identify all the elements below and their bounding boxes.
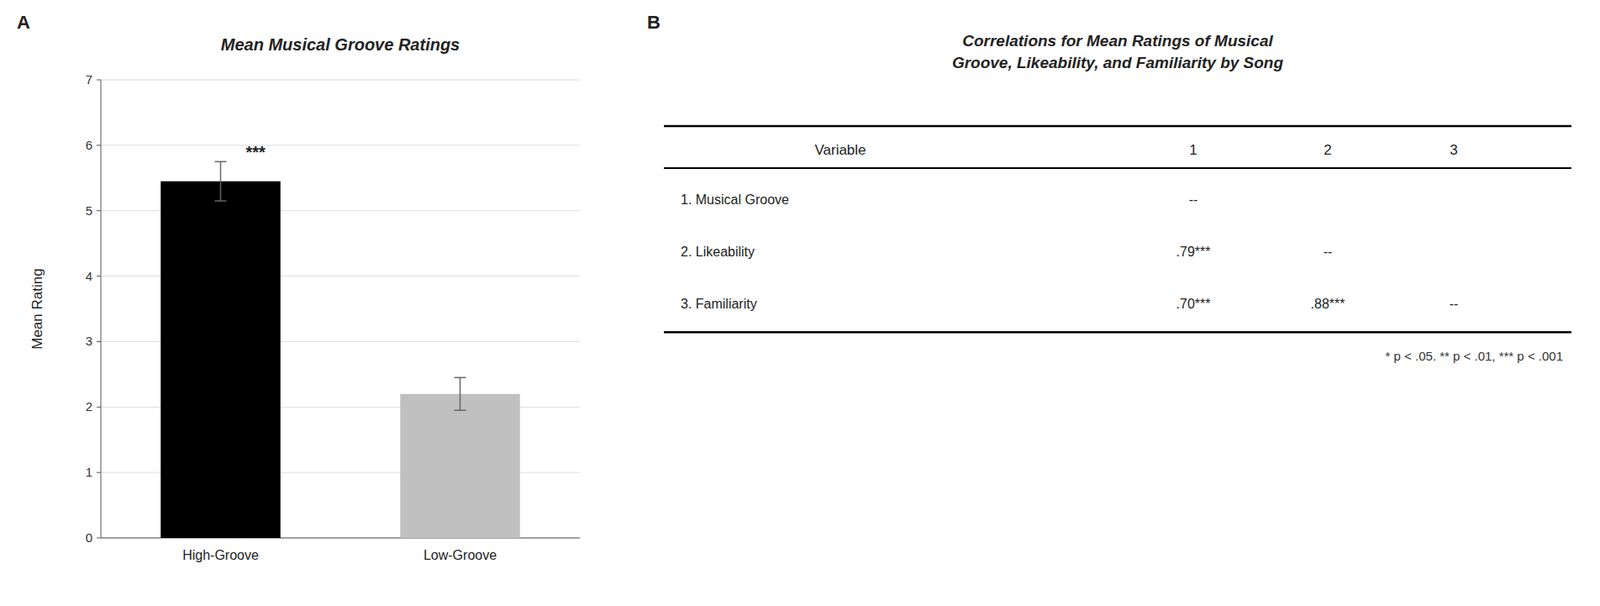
- panel-a: 0 1 2 3 4 5 6 7 Mean Rating High-Groove Low-Groove…: [29, 72, 580, 563]
- tick-mark: [96, 341, 101, 343]
- y-axis-label: Mean Rating: [29, 268, 46, 349]
- panel-label: B: [647, 11, 661, 33]
- table-cell: .70***: [1176, 296, 1211, 311]
- significance-label: ***: [246, 142, 267, 162]
- tick-label: 7: [85, 72, 93, 87]
- table-header: 3: [1449, 142, 1458, 158]
- table-title: Correlations for Mean Ratings of Musical: [962, 31, 1274, 50]
- table-rule: [663, 167, 1572, 169]
- tick-mark: [96, 144, 101, 146]
- tick-mark: [96, 275, 101, 277]
- grid-line: [100, 79, 580, 81]
- table-cell: --: [1449, 296, 1459, 311]
- error-bar: [454, 377, 467, 411]
- panel-label: A: [16, 11, 31, 33]
- error-bar: [215, 161, 227, 201]
- table-cell: 3. Familiarity: [680, 296, 758, 311]
- tick-mark: [96, 472, 101, 474]
- table-cell: --: [1323, 244, 1333, 259]
- error-stem: [459, 377, 462, 411]
- tick-label: 0: [85, 530, 93, 545]
- table-rule: [663, 125, 1572, 128]
- chart-root: A Mean Musical Groove Ratings 0 1 2 3 4 5 6 7 Mean…: [0, 0, 1600, 606]
- table-note: * p < .05. ** p < .01, *** p < .001: [1385, 348, 1564, 364]
- bar: [400, 394, 521, 538]
- tick-mark: [96, 406, 101, 408]
- error-cap: [454, 409, 467, 411]
- tick-mark: [96, 79, 101, 81]
- background: [0, 0, 1600, 606]
- table-title: Groove, Likeability, and Familiarity by …: [952, 53, 1285, 72]
- category-label: Low-Groove: [423, 547, 497, 563]
- panel-b: B Correlations for Mean Ratings of Musica…: [647, 11, 1572, 364]
- tick-label: 3: [85, 333, 93, 348]
- figure: A Mean Musical Groove Ratings 0 1 2 3 4 5 6 7 Mean…: [0, 0, 1600, 606]
- table-rule: [663, 331, 1572, 334]
- table-cell: .79***: [1176, 244, 1211, 259]
- table-cell: 1. Musical Groove: [680, 192, 790, 207]
- tick-mark: [96, 537, 101, 539]
- table-cell: 2. Likeability: [680, 244, 755, 259]
- tick-label: 4: [85, 268, 93, 284]
- error-cap: [454, 377, 467, 379]
- table-cell: .88***: [1310, 296, 1346, 311]
- table-header: Variable: [814, 142, 866, 158]
- table-header: 2: [1323, 142, 1332, 158]
- tick-label: 1: [85, 464, 93, 479]
- tick-label: 5: [85, 203, 93, 218]
- error-cap: [215, 200, 227, 202]
- y-axis-line: [100, 79, 102, 538]
- tick-label: 2: [85, 399, 93, 414]
- tick-label: 6: [85, 137, 93, 153]
- error-stem: [220, 161, 222, 201]
- grid-line: [100, 144, 580, 146]
- bar-marks: [160, 161, 521, 538]
- error-cap: [215, 161, 227, 164]
- table-header: 1: [1189, 142, 1197, 158]
- table-cell: --: [1189, 192, 1199, 207]
- category-label: High-Groove: [182, 547, 259, 563]
- bar: [160, 181, 281, 538]
- tick-mark: [96, 210, 101, 211]
- chart-title: Mean Musical Groove Ratings: [221, 35, 461, 54]
